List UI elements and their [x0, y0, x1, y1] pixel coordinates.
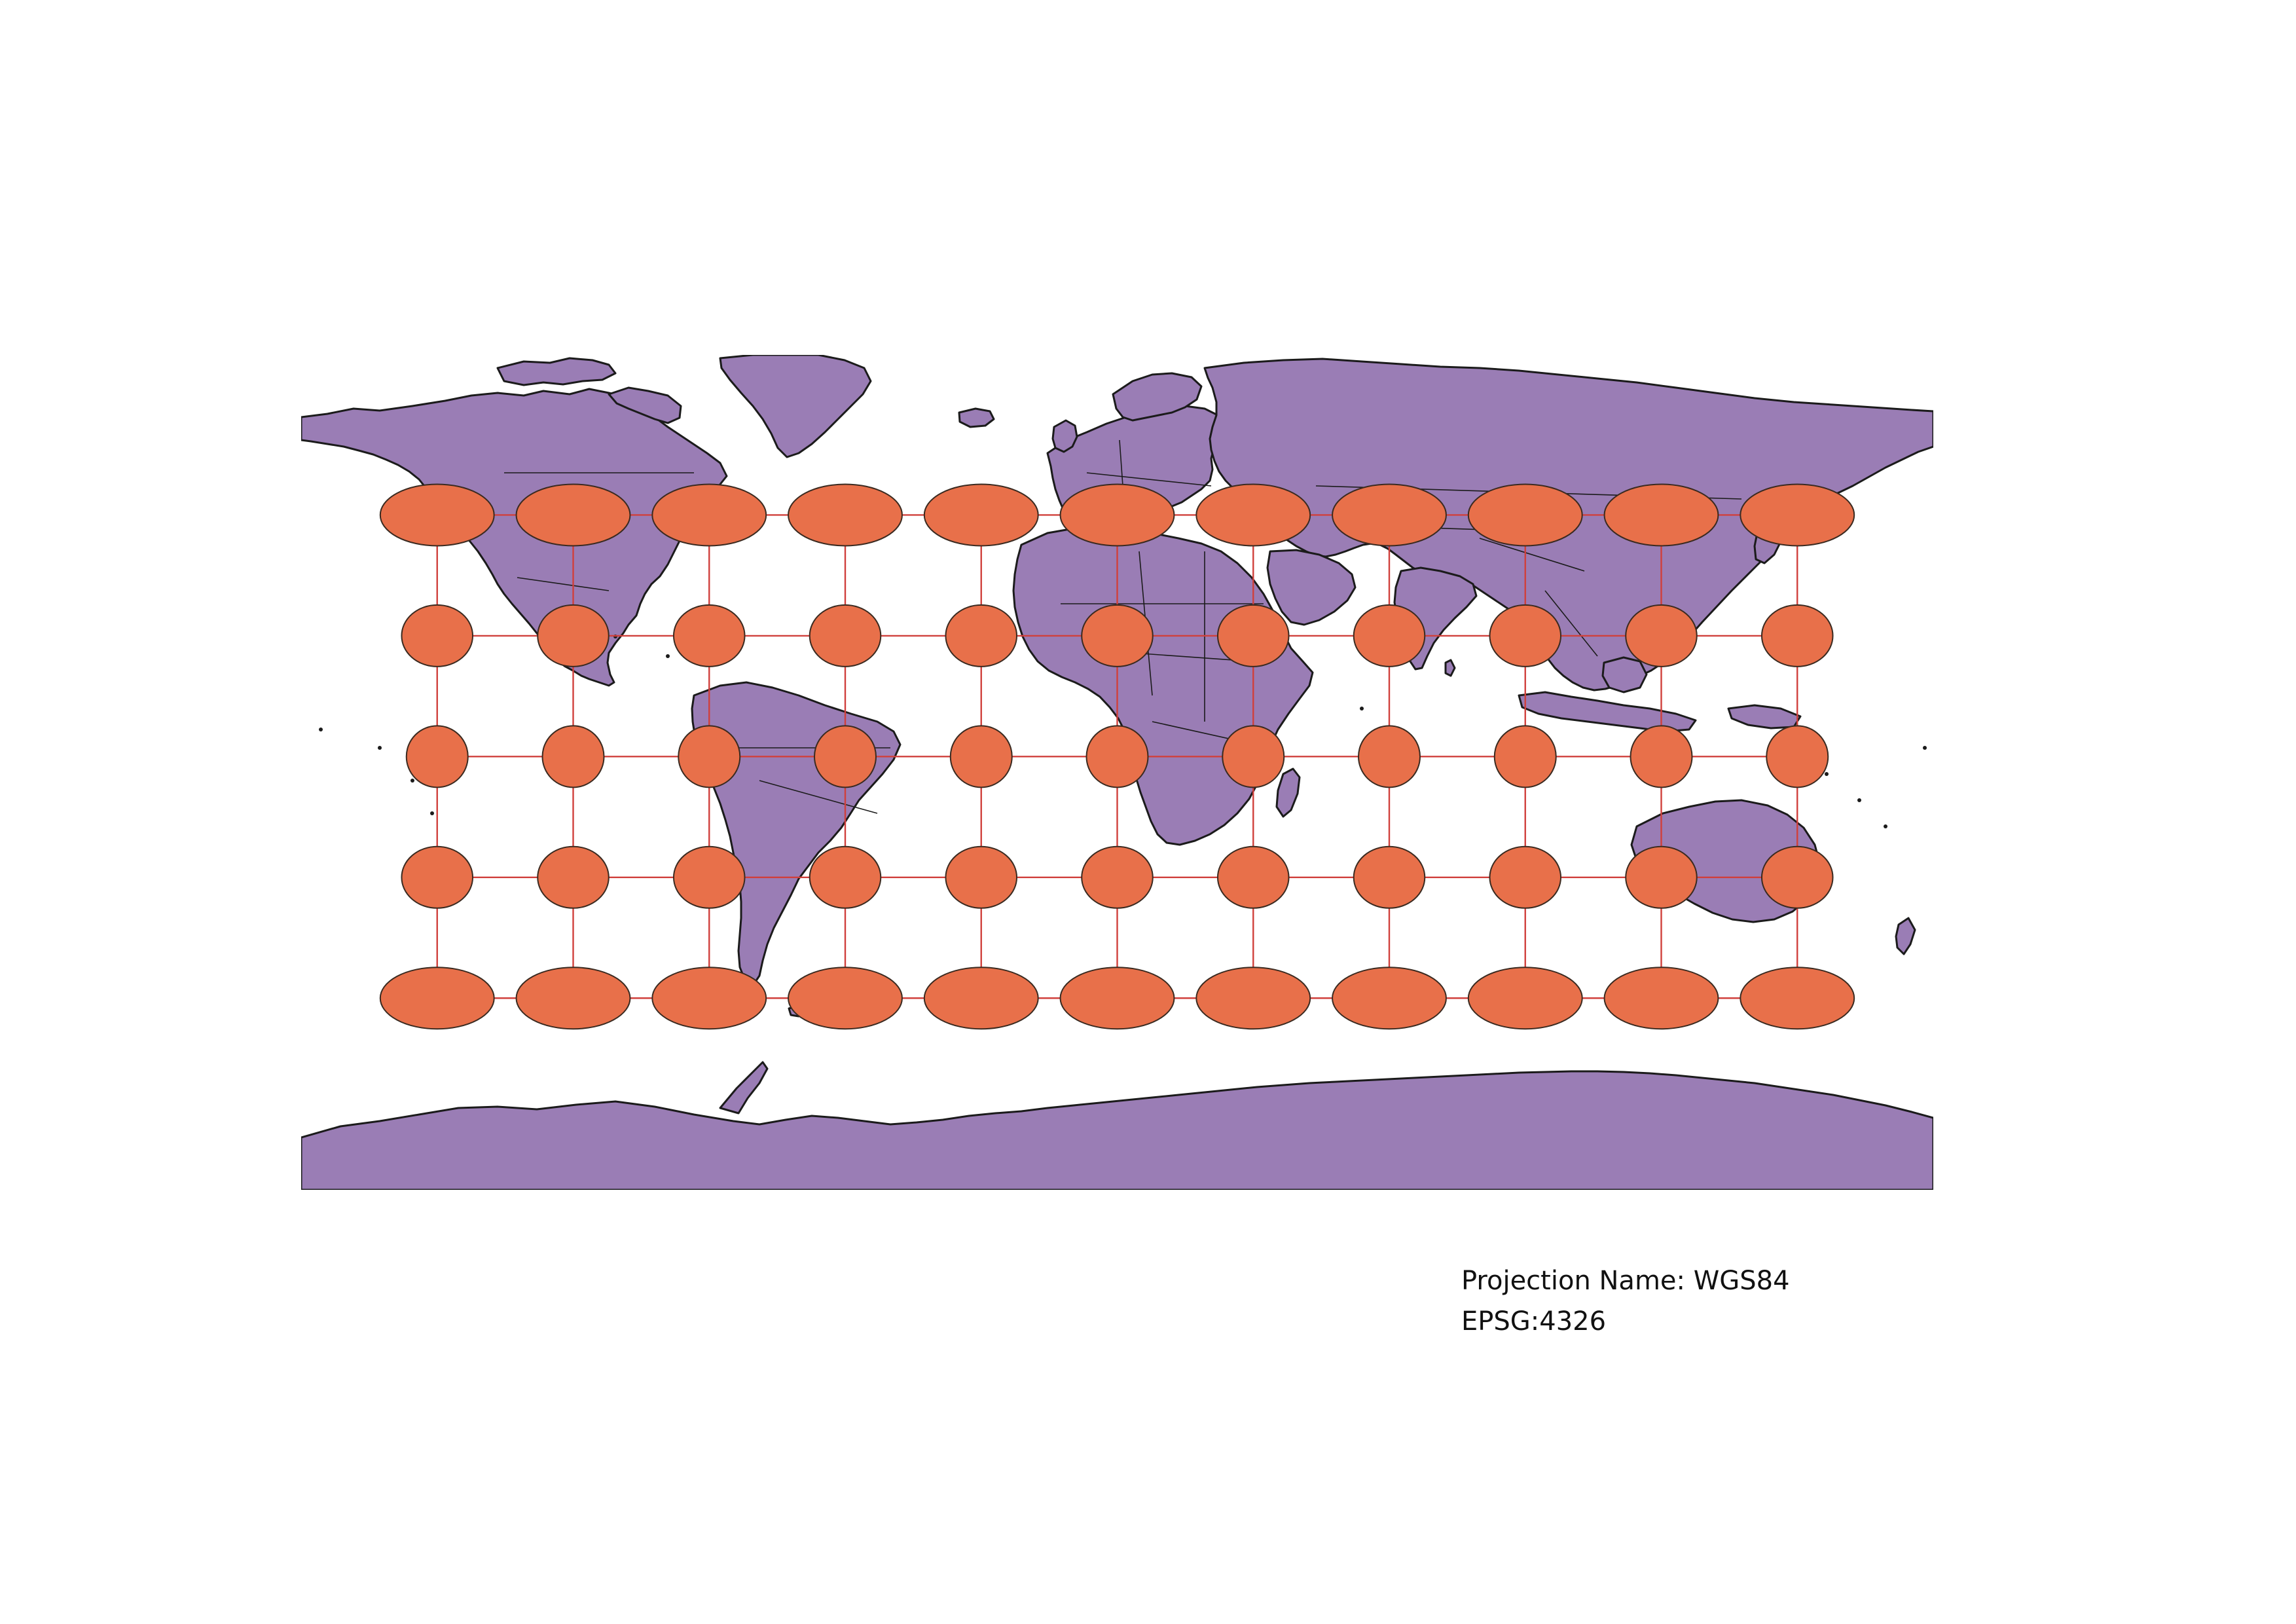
tissot-ellipse: [1195, 483, 1311, 547]
tissot-ellipse: [1740, 967, 1855, 1030]
tissot-ellipse: [945, 845, 1018, 909]
tissot-ellipse: [405, 725, 469, 788]
tissot-ellipse: [1085, 725, 1149, 788]
border-line: [1479, 538, 1585, 572]
island-dot: [410, 779, 414, 783]
tissot-ellipse: [515, 967, 631, 1030]
north-america: [301, 388, 728, 687]
tissot-ellipse: [1332, 483, 1447, 547]
island-dot: [378, 746, 382, 750]
map-caption: Projection Name: WGS84 EPSG:4326: [1461, 1261, 1790, 1342]
tissot-ellipse: [1766, 725, 1829, 788]
arctic-islands: [496, 357, 617, 386]
tissot-ellipse: [1467, 483, 1583, 547]
tissot-ellipse: [678, 725, 741, 788]
epsg-code-label: EPSG:4326: [1461, 1306, 1607, 1337]
island-dot: [1884, 824, 1887, 828]
tissot-ellipse: [1630, 725, 1693, 788]
tissot-ellipse: [1216, 604, 1290, 667]
map-frame[interactable]: [301, 355, 1933, 1190]
tissot-ellipse: [1081, 604, 1154, 667]
border-line: [1086, 472, 1212, 487]
tissot-ellipse: [1489, 604, 1562, 667]
tissot-ellipse: [515, 483, 631, 547]
tissot-ellipse: [379, 483, 495, 547]
south-america: [691, 681, 902, 985]
tissot-ellipse: [1467, 967, 1583, 1030]
island-dot: [1360, 707, 1364, 710]
iceland: [958, 407, 995, 428]
island-dot: [666, 654, 670, 658]
tissot-ellipse: [1353, 604, 1426, 667]
tissot-ellipse: [1222, 725, 1285, 788]
tissot-ellipse: [1358, 725, 1421, 788]
tissot-ellipse: [788, 483, 903, 547]
tissot-ellipse: [651, 967, 767, 1030]
tissot-ellipse: [809, 604, 882, 667]
border-line: [517, 577, 610, 591]
world-map[interactable]: [301, 355, 1933, 1190]
projection-name-label: Projection Name: WGS84: [1461, 1266, 1790, 1296]
tissot-ellipse: [1760, 845, 1834, 909]
tissot-ellipse: [1493, 725, 1557, 788]
tissot-ellipse: [1625, 604, 1698, 667]
island-dot: [319, 728, 323, 731]
tissot-ellipse: [401, 604, 474, 667]
tissot-ellipse: [1216, 845, 1290, 909]
tissot-ellipse: [923, 483, 1039, 547]
tissot-ellipse: [809, 845, 882, 909]
tissot-ellipse: [379, 967, 495, 1030]
tissot-ellipse: [945, 604, 1018, 667]
tissot-ellipse: [923, 967, 1039, 1030]
british-isles: [1051, 419, 1078, 453]
island-dot: [430, 811, 434, 815]
new-zealand: [1895, 917, 1916, 955]
tissot-ellipse: [788, 967, 903, 1030]
tissot-ellipse: [672, 845, 746, 909]
tissot-ellipse: [1332, 967, 1447, 1030]
tissot-ellipse: [814, 725, 877, 788]
island-dot: [1857, 798, 1861, 802]
tissot-ellipse: [1489, 845, 1562, 909]
border-line: [759, 780, 878, 814]
borneo: [1601, 656, 1648, 693]
tissot-ellipse: [537, 845, 610, 909]
greenland: [719, 355, 872, 458]
tissot-ellipse: [1059, 483, 1175, 547]
tissot-ellipse: [651, 483, 767, 547]
tissot-ellipse: [1603, 483, 1719, 547]
tissot-indicatrices: [379, 483, 1855, 1030]
tissot-ellipse: [1353, 845, 1426, 909]
tissot-ellipse: [949, 725, 1013, 788]
baffin-island: [608, 386, 682, 424]
sri-lanka: [1444, 659, 1456, 677]
island-dot: [1923, 746, 1927, 750]
tissot-ellipse: [541, 725, 605, 788]
island-dot: [1825, 772, 1829, 776]
indonesia: [1518, 691, 1697, 733]
tissot-ellipse: [1195, 967, 1311, 1030]
tissot-ellipse: [672, 604, 746, 667]
tissot-ellipse: [537, 604, 610, 667]
tissot-ellipse: [1603, 967, 1719, 1030]
scandinavia: [1112, 372, 1203, 422]
arabia: [1266, 549, 1357, 626]
border-line: [1544, 590, 1598, 657]
tissot-ellipse: [1059, 967, 1175, 1030]
new-guinea: [1727, 704, 1802, 729]
tissot-ellipse: [1740, 483, 1855, 547]
antarctica: [301, 1070, 1933, 1190]
antarctic-peninsula: [719, 1061, 769, 1115]
tissot-ellipse: [401, 845, 474, 909]
tissot-ellipse: [1760, 604, 1834, 667]
madagascar: [1275, 767, 1301, 818]
tissot-ellipse: [1625, 845, 1698, 909]
tissot-ellipse: [1081, 845, 1154, 909]
